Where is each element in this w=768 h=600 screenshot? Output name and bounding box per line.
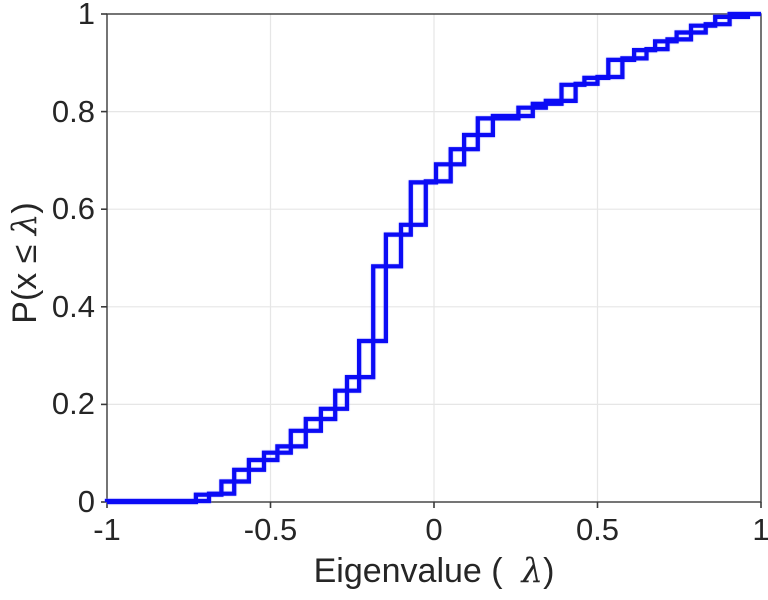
lambda-symbol: λ xyxy=(521,551,544,591)
y-axis-label-text: P(x ≤ xyxy=(5,235,44,324)
x-axis-label: Eigenvalue ( λ) xyxy=(107,551,761,591)
x-axis-label-text: Eigenvalue ( xyxy=(313,552,522,590)
y-axis-label: P(x ≤ λ) xyxy=(4,103,46,423)
x-axis-label-close: ) xyxy=(543,552,555,590)
cdf-curve xyxy=(104,11,761,505)
lambda-symbol: λ xyxy=(5,213,45,236)
y-axis-label-close: ) xyxy=(5,202,44,214)
